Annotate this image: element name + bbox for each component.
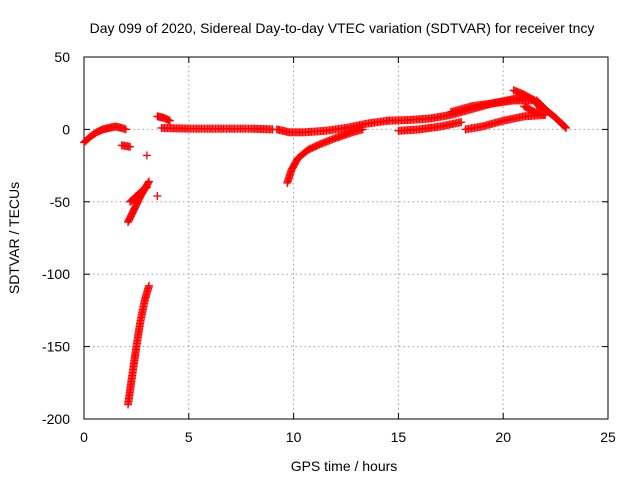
data-point — [153, 192, 162, 201]
y-tick-label: 50 — [54, 49, 70, 65]
data-point — [144, 281, 153, 290]
x-axis-title: GPS time / hours — [291, 458, 398, 474]
y-tick-label: -100 — [42, 266, 70, 282]
data-point — [144, 177, 153, 186]
y-tick-label: -50 — [50, 194, 70, 210]
data-point — [358, 125, 367, 134]
x-tick-label: 10 — [286, 429, 302, 445]
axis-ticks — [83, 56, 609, 420]
data-point — [561, 122, 570, 131]
data-point — [121, 125, 130, 134]
data-point — [562, 123, 571, 132]
x-tick-label: 0 — [80, 429, 88, 445]
y-tick-label: -200 — [42, 411, 70, 427]
y-tick-label: 0 — [62, 121, 70, 137]
data-point — [457, 118, 466, 127]
x-tick-labels: 0 5 10 15 20 25 — [80, 429, 616, 445]
data-point — [142, 151, 151, 160]
data-points — [80, 86, 571, 409]
data-point — [142, 183, 151, 192]
chart-title: Day 099 of 2020, Sidereal Day-to-day VTE… — [90, 20, 595, 36]
data-point — [126, 142, 135, 151]
x-tick-label: 25 — [600, 429, 616, 445]
plot-frame — [83, 56, 609, 420]
grid — [84, 57, 608, 419]
x-tick-label: 15 — [391, 429, 407, 445]
x-tick-label: 5 — [185, 429, 193, 445]
data-point — [541, 110, 550, 119]
y-tick-labels: -200 -150 -100 -50 0 50 — [42, 49, 70, 427]
x-tick-label: 20 — [495, 429, 511, 445]
y-axis-title: SDTVAR / TECUs — [6, 182, 22, 294]
data-point — [144, 178, 153, 187]
data-point — [141, 184, 150, 193]
y-tick-label: -150 — [42, 339, 70, 355]
data-point — [165, 116, 174, 125]
